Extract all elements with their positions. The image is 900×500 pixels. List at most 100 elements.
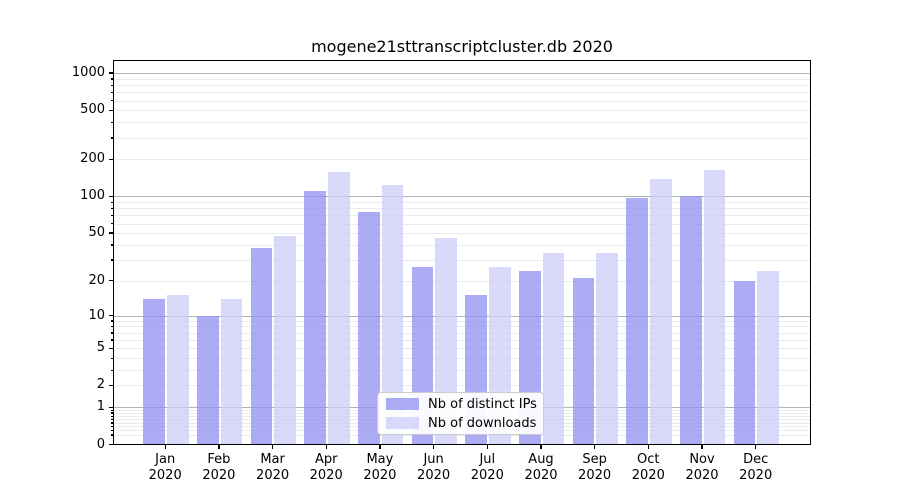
plot-area [113, 60, 811, 445]
x-tick [218, 444, 220, 449]
y-tick-label: 0 [96, 436, 105, 452]
y-tick-label: 500 [80, 102, 105, 118]
bar-distinct-ips [304, 191, 326, 445]
bar-distinct-ips [626, 198, 649, 445]
y-minor-tick [110, 434, 113, 436]
gridline-minor [113, 223, 811, 225]
legend-entry-downloads: Nb of downloads [386, 415, 537, 431]
gridline-minor [113, 122, 811, 124]
y-tick-label: 50 [88, 225, 105, 241]
x-tick [701, 444, 703, 449]
y-minor-tick [110, 91, 113, 94]
x-tick-label: Oct 2020 [631, 452, 665, 483]
gridline-minor [113, 370, 811, 371]
y-minor-tick [110, 100, 113, 102]
x-tick [271, 444, 274, 449]
gridline-minor [113, 434, 811, 436]
y-minor-tick [110, 369, 113, 371]
gridline-minor [113, 259, 811, 261]
y-tick-label: 1 [96, 399, 105, 415]
gridline-minor [113, 137, 811, 139]
gridline-minor [113, 159, 811, 161]
x-tick [540, 444, 542, 449]
gridline-minor [113, 233, 811, 235]
bar-downloads [220, 298, 243, 445]
y-minor-tick [110, 425, 113, 428]
bar-downloads [327, 172, 350, 445]
bar-distinct-ips [572, 278, 595, 445]
y-tick-label: 200 [80, 151, 105, 167]
gridline-minor [113, 358, 811, 359]
y-tick [108, 443, 113, 446]
x-tick [379, 444, 381, 449]
y-tick [108, 314, 113, 317]
gridline-minor [113, 92, 811, 94]
gridline-major [113, 315, 811, 317]
gridline-major [113, 73, 811, 74]
y-tick [108, 384, 113, 387]
legend-label-distinct-ips: Nb of distinct IPs [428, 396, 537, 412]
gridline-minor [113, 110, 811, 112]
gridline-minor [113, 326, 811, 328]
x-tick-label: Apr 2020 [309, 452, 343, 483]
y-minor-tick [110, 121, 113, 124]
y-minor-tick [110, 137, 113, 139]
y-tick [108, 195, 113, 198]
gridline-minor [113, 332, 811, 334]
y-tick [108, 232, 113, 234]
y-minor-tick [110, 332, 113, 334]
y-minor-tick [110, 78, 113, 80]
legend-label-downloads: Nb of downloads [428, 415, 537, 431]
gridline-minor [113, 85, 811, 86]
legend: Nb of distinct IPs Nb of downloads [377, 392, 544, 435]
y-minor-tick [110, 422, 113, 424]
x-tick [593, 444, 596, 449]
y-tick [108, 158, 113, 161]
y-minor-tick [110, 320, 113, 322]
gridline-minor [113, 202, 811, 203]
x-tick [647, 444, 649, 449]
y-tick-label: 1000 [71, 65, 105, 80]
gridline-minor [113, 385, 811, 387]
y-minor-tick [110, 415, 113, 417]
y-minor-tick [110, 412, 113, 414]
y-minor-tick [110, 325, 113, 328]
y-minor-tick [110, 418, 113, 421]
bar-downloads [274, 236, 296, 445]
bar-distinct-ips [196, 315, 219, 445]
x-tick [486, 444, 488, 449]
x-tick-label: Jun 2020 [417, 452, 451, 483]
y-minor-tick [110, 214, 113, 217]
gridline-major [113, 196, 811, 198]
x-tick-label: Aug 2020 [524, 452, 558, 483]
x-tick-label: Feb 2020 [202, 452, 236, 483]
y-minor-tick [110, 339, 113, 341]
x-tick-label: Nov 2020 [685, 452, 719, 483]
bar-downloads [703, 169, 726, 445]
legend-entry-distinct-ips: Nb of distinct IPs [386, 396, 537, 412]
bar-distinct-ips [733, 280, 756, 445]
y-tick [108, 72, 113, 74]
x-tick [325, 444, 327, 449]
y-tick-label: 100 [80, 188, 105, 204]
bar-distinct-ips [143, 298, 165, 445]
x-tick [755, 444, 757, 449]
y-tick [108, 109, 113, 111]
bar-downloads [381, 184, 404, 445]
y-tick [108, 280, 113, 282]
bar-downloads [166, 295, 189, 445]
chart-title: mogene21sttranscriptcluster.db 2020 [311, 37, 613, 56]
gridline-minor [113, 100, 811, 102]
y-tick-label: 5 [96, 340, 105, 356]
y-tick [108, 406, 113, 408]
y-tick-label: 10 [88, 307, 105, 323]
y-minor-tick [110, 201, 113, 203]
x-tick [432, 444, 435, 449]
bar-downloads [757, 271, 780, 445]
bar-distinct-ips [357, 211, 380, 445]
legend-swatch-downloads [386, 417, 419, 429]
y-minor-tick [110, 84, 113, 86]
gridline-minor [113, 244, 811, 246]
gridline-minor [113, 320, 811, 322]
